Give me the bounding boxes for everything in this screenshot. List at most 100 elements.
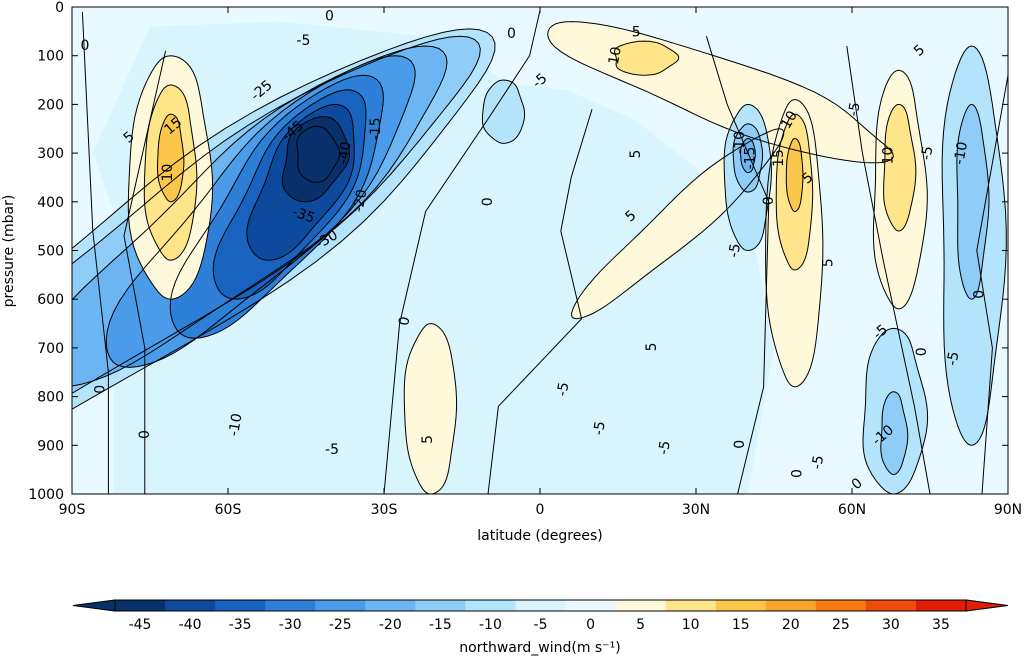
contour-lines bbox=[72, 10, 1008, 494]
feature-arctic-low-south-flow bbox=[863, 328, 928, 494]
colorbar-segment bbox=[265, 600, 316, 611]
zero-contour-1 bbox=[123, 50, 167, 494]
colorbar-segment bbox=[215, 600, 266, 611]
colorbar-segment bbox=[515, 600, 567, 611]
feature-southern-low-tongue bbox=[404, 323, 457, 494]
colorbar-tick-label: -40 bbox=[179, 617, 202, 633]
band-polar-north-flow-10 bbox=[883, 104, 916, 231]
contour-plot: -45-40-35-30-25-20-15-10-5-5151050000000… bbox=[71, 6, 1009, 495]
feature-equatorial-upper-south-flow bbox=[482, 80, 525, 144]
feature-midlat-north-flow bbox=[765, 99, 823, 387]
contour-label: 0 bbox=[971, 290, 987, 299]
band-southern-jet--45 bbox=[296, 126, 340, 183]
colorbar-tick-label: -25 bbox=[329, 617, 352, 633]
contour-label: 0 bbox=[81, 38, 90, 54]
contour-tropical-upper-north-flow-5 bbox=[547, 21, 894, 164]
contour-label: -5 bbox=[656, 439, 674, 456]
colorbar: -45 -40 -35 -30 -25 -20 -15 -10 -5 0 5 10 15 20 25 30 35 bbox=[72, 599, 1009, 633]
contour-southern-jet--45 bbox=[296, 125, 341, 183]
contour-label: -5 bbox=[846, 101, 864, 118]
contour-label: -40 bbox=[335, 140, 355, 165]
band-southern-low-tongue-5 bbox=[404, 323, 457, 494]
contour-label: 10 bbox=[160, 164, 176, 182]
contour-label: 0 bbox=[914, 347, 930, 356]
contour-label: 5 bbox=[821, 258, 837, 267]
colorbar-tick-label: 15 bbox=[732, 617, 750, 633]
contour-southern-jet--35 bbox=[246, 103, 355, 261]
contour-polar-north-flow-10 bbox=[883, 103, 917, 232]
zero-contour-6 bbox=[976, 75, 1008, 494]
colorbar-tick-label: 0 bbox=[586, 617, 595, 633]
feature-high-lat-south-north-flow bbox=[128, 55, 213, 300]
colorbar-tick-label: -35 bbox=[229, 617, 252, 633]
contour-label: 0 bbox=[732, 440, 748, 449]
contour-label: -10 bbox=[226, 412, 246, 437]
contour-label: -5 bbox=[918, 145, 936, 162]
contour-label: 5 bbox=[644, 342, 660, 351]
colorbar-tick-label: 35 bbox=[932, 617, 950, 633]
y-tick-label: 800 bbox=[37, 390, 64, 406]
contour-label: 0 bbox=[507, 26, 516, 42]
contour-polar-south-flow--10 bbox=[956, 103, 990, 300]
colorbar-segment bbox=[665, 600, 717, 611]
zero-contour-4 bbox=[705, 36, 770, 494]
contour-midlat-south-flow--15 bbox=[740, 137, 756, 174]
colorbar-label: northward_wind(m s⁻¹) bbox=[459, 640, 620, 656]
colorbar-segment bbox=[615, 600, 667, 611]
contour-arctic-low-south-flow--10 bbox=[880, 391, 909, 476]
contour-southern-jet--40 bbox=[281, 116, 350, 203]
feature-midlat-south-flow bbox=[724, 104, 772, 251]
y-tick-label: 700 bbox=[37, 341, 64, 357]
contour-label: -5 bbox=[325, 442, 339, 458]
contour-southern-jet--15 bbox=[72, 45, 448, 387]
colorbar-segment bbox=[465, 600, 516, 611]
contour-label: 0 bbox=[325, 9, 334, 25]
colorbar-tick-label: -15 bbox=[429, 617, 452, 633]
colorbar-tick-label: -20 bbox=[379, 617, 402, 633]
contour-label: 5 bbox=[628, 150, 644, 159]
zero-contour-3 bbox=[487, 109, 593, 494]
x-axis: 90S 60S 30S 0 30N 60N 90N bbox=[59, 7, 1022, 518]
colorbar-segment bbox=[815, 600, 867, 611]
contour-southern-jet--5 bbox=[72, 28, 496, 410]
band-high-lat-south-north-flow-15 bbox=[157, 114, 184, 202]
colorbar-segment bbox=[865, 600, 917, 611]
y-axis-label: pressure (mbar) bbox=[1, 195, 17, 308]
band-tropical-upper-north-flow-10 bbox=[614, 41, 679, 76]
x-tick-label: 90S bbox=[59, 502, 86, 518]
colorbar-frame bbox=[114, 599, 967, 612]
colorbar-segment bbox=[415, 600, 466, 611]
band-equatorial-upper-south-flow--5 bbox=[482, 80, 525, 144]
y-tick-label: 200 bbox=[37, 97, 64, 113]
colorbar-segment bbox=[365, 600, 416, 611]
colorbar-extend-under bbox=[72, 599, 116, 612]
zero-contour-0 bbox=[81, 11, 109, 494]
contour-labels: -45-40-35-30-25-20-15-10-5-5151050000000… bbox=[81, 9, 988, 494]
band-midlat-south-flow--15 bbox=[740, 138, 756, 173]
contour-midlat-north-flow-15 bbox=[785, 137, 804, 213]
y-tick-label: 400 bbox=[37, 195, 64, 211]
x-tick-label: 0 bbox=[536, 502, 545, 518]
contour-label: 5 bbox=[632, 24, 641, 40]
colorbar-segment bbox=[765, 600, 817, 611]
colorbar-tick-label: -10 bbox=[479, 617, 502, 633]
contour-label: 0 bbox=[137, 430, 153, 439]
band-polar-south-flow--10 bbox=[956, 104, 989, 300]
contour-polar-south-flow--5 bbox=[941, 45, 1007, 446]
feature-polar-south-flow bbox=[942, 46, 1007, 446]
feature-polar-north-flow bbox=[873, 70, 928, 309]
contour-midlat-north-flow-10 bbox=[775, 113, 814, 271]
contour-label: -10 bbox=[951, 140, 971, 165]
contour-high-lat-south-north-flow-10 bbox=[143, 84, 198, 261]
contour-midlat-south-flow--10 bbox=[732, 123, 764, 193]
contour-label: -5 bbox=[591, 420, 609, 437]
x-tick-label: 60N bbox=[838, 502, 866, 518]
contour-southern-low-tongue-5 bbox=[403, 323, 458, 494]
contour-label: 0 bbox=[761, 196, 777, 205]
colorbar-segment bbox=[565, 600, 617, 611]
colorbar-tick-label: 10 bbox=[682, 617, 700, 633]
contour-midlat-south-flow--5 bbox=[723, 103, 773, 252]
contour-southern-jet--20 bbox=[105, 55, 416, 368]
